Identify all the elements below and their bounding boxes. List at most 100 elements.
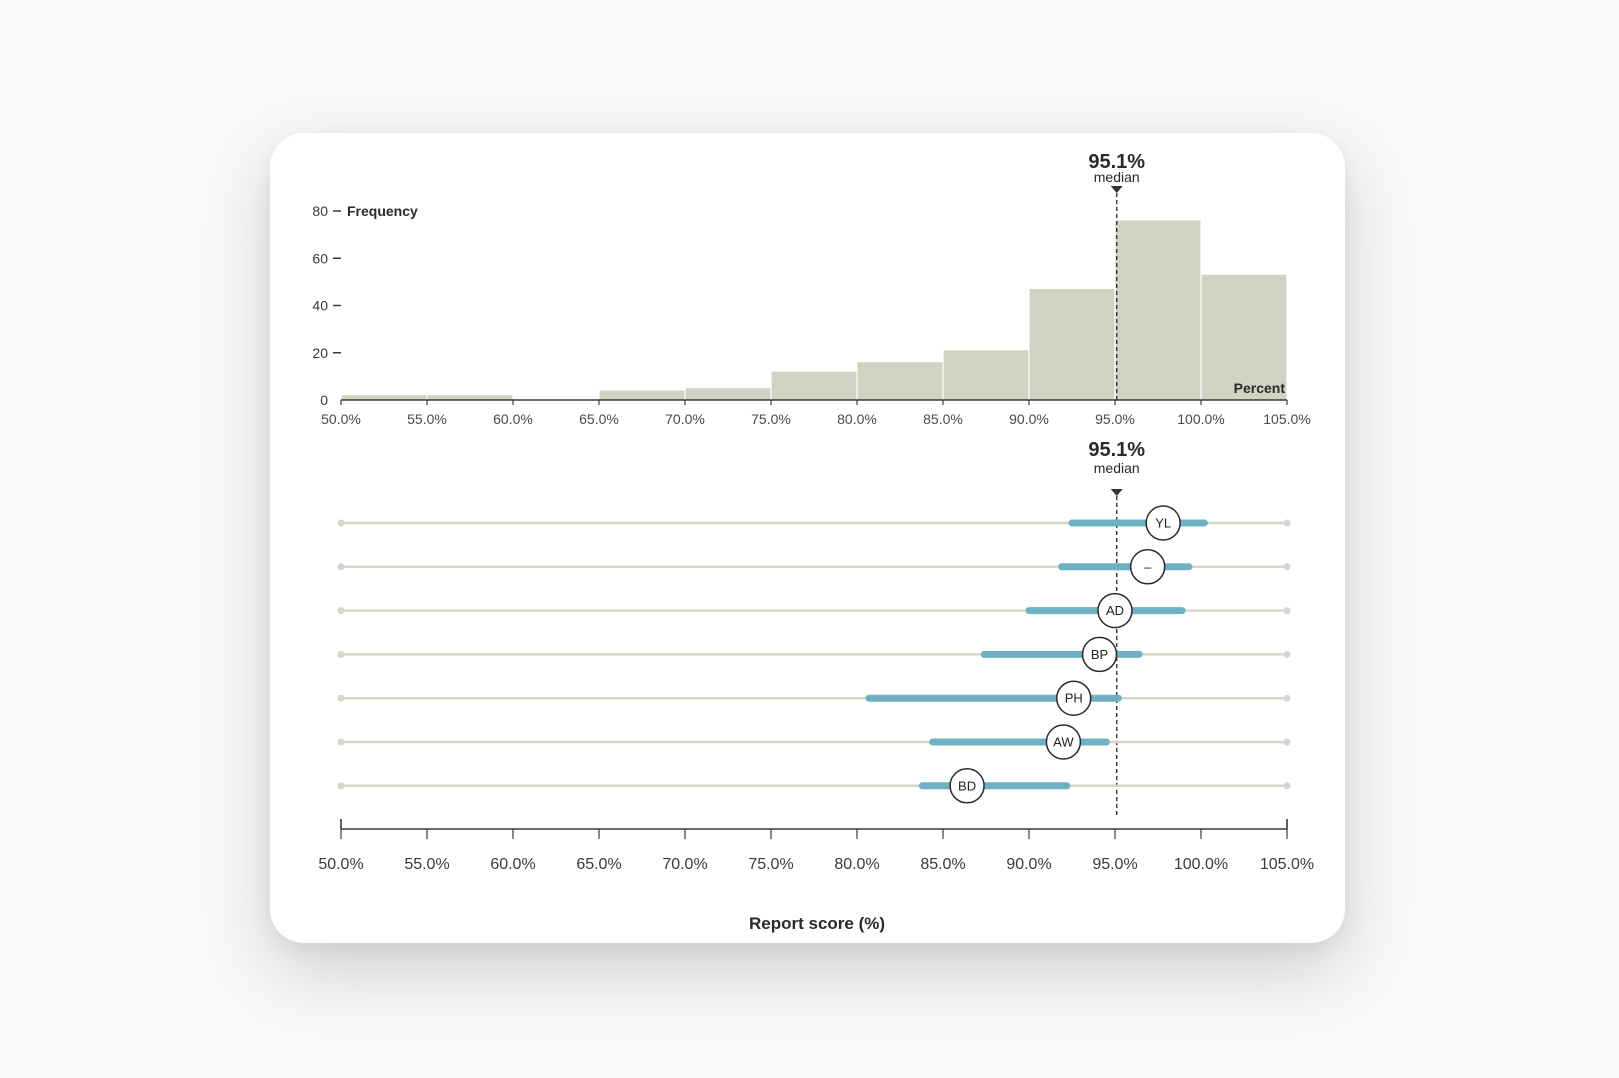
x-tick-label: 70.0%: [662, 856, 707, 873]
histogram-bar: [1029, 288, 1115, 400]
track-end-dot: [1283, 782, 1291, 790]
track-end-dot: [1283, 738, 1291, 746]
score-marker-label: BP: [1091, 647, 1108, 662]
range-row: [337, 650, 1291, 658]
range-median-marker: 95.1% median: [1088, 439, 1145, 816]
track-start-dot: [337, 650, 345, 658]
range-row: [337, 738, 1291, 746]
y-tick-label: 80: [312, 203, 328, 219]
score-marker-circle: [1055, 680, 1092, 716]
y-tick-label: 40: [312, 298, 328, 314]
range-median-label: median: [1094, 460, 1140, 476]
histogram-y-axis: 0 20 40 60 80: [312, 203, 341, 408]
x-tick-label: 105.0%: [1263, 411, 1310, 427]
track-start-dot: [337, 563, 345, 571]
histogram-bar: [599, 390, 685, 400]
range-row: [337, 782, 1291, 790]
x-tick-label: 65.0%: [579, 411, 619, 427]
score-marker-circle: [1081, 636, 1118, 673]
track-start-dot: [337, 694, 345, 702]
x-tick-label: 65.0%: [576, 856, 621, 873]
track-end-dot: [1283, 650, 1291, 658]
histogram-median-value: 95.1%: [1088, 151, 1145, 173]
x-tick-label: 95.0%: [1092, 856, 1137, 873]
range-x-axis: 50.0% 55.0% 60.0% 65.0% 70.0% 75.0% 80.0% 85.0%…: [318, 819, 1314, 873]
histogram-x-axis: 50.0% 55.0% 60.0% 65.0% 70.0% 75.0% 80.0% 85.0%…: [321, 399, 1311, 427]
x-tick-label: 55.0%: [407, 411, 447, 427]
y-tick-label: 60: [312, 250, 328, 266]
histogram-median-label: median: [1094, 169, 1140, 185]
x-tick-label: 80.0%: [834, 856, 879, 873]
x-tick-label: 50.0%: [321, 411, 361, 427]
histogram-median-marker: 95.1% median: [1088, 151, 1145, 400]
track-start-dot: [337, 738, 345, 746]
histogram-bar: [685, 388, 771, 400]
histogram-x-label: Percent: [1234, 380, 1286, 396]
score-marker-circle: [1045, 724, 1082, 760]
range-row: [337, 563, 1291, 571]
score-marker-label: AW: [1053, 735, 1074, 750]
range-x-label: Report score (%): [749, 914, 885, 933]
score-marker-label: PH: [1065, 691, 1083, 706]
histogram-bar: [341, 395, 427, 400]
range-row: [337, 519, 1291, 527]
x-tick-label: 55.0%: [404, 856, 449, 873]
histogram-bars: [341, 220, 1287, 400]
score-marker: AD: [1097, 592, 1133, 629]
chart-card: 0 20 40 60 80 50.0% 55.0% 60.0% 65.0% 70.0% 75.0%…: [270, 133, 1345, 943]
histogram-bar: [427, 395, 513, 400]
range-median-value: 95.1%: [1088, 439, 1145, 461]
score-marker-label: BD: [958, 778, 976, 793]
x-tick-label: 75.0%: [751, 411, 791, 427]
track-start-dot: [337, 519, 345, 527]
x-tick-label: 90.0%: [1009, 411, 1049, 427]
track-end-dot: [1283, 519, 1291, 527]
median-arrow-icon: [1110, 489, 1123, 496]
score-marker: BD: [949, 768, 985, 804]
histogram-bar: [1115, 220, 1201, 400]
track-start-dot: [337, 607, 345, 615]
score-marker-label: YL: [1155, 516, 1171, 531]
score-marker: PH: [1055, 680, 1092, 716]
score-marker-label: –: [1144, 559, 1152, 574]
score-marker-circle: [1097, 592, 1133, 629]
x-tick-label: 105.0%: [1260, 856, 1314, 873]
score-marker: –: [1129, 549, 1166, 585]
score-marker: AW: [1045, 724, 1082, 760]
range-row: [337, 694, 1291, 702]
x-tick-label: 60.0%: [493, 411, 533, 427]
histogram-bar: [771, 371, 857, 400]
x-tick-label: 100.0%: [1174, 856, 1228, 873]
y-tick-label: 20: [312, 345, 328, 361]
x-tick-label: 80.0%: [837, 411, 877, 427]
range-chart: 95.1% median YL – AD BP PH AW BD 50.0% 55.0% 60.…: [318, 439, 1314, 933]
x-tick-label: 85.0%: [923, 411, 963, 427]
histogram-bar: [857, 362, 943, 400]
median-arrow-icon: [1110, 186, 1123, 193]
histogram-bar: [943, 350, 1029, 400]
x-tick-label: 75.0%: [748, 856, 793, 873]
score-marker-circle: [949, 768, 985, 804]
chart-canvas: 0 20 40 60 80 50.0% 55.0% 60.0% 65.0% 70.0% 75.0%…: [312, 151, 1314, 933]
x-tick-label: 95.0%: [1095, 411, 1135, 427]
x-tick-label: 90.0%: [1006, 856, 1051, 873]
score-marker-circle: [1145, 505, 1181, 541]
score-marker: BP: [1081, 636, 1118, 673]
x-tick-label: 60.0%: [490, 856, 535, 873]
track-end-dot: [1283, 694, 1291, 702]
histogram-chart: 0 20 40 60 80 50.0% 55.0% 60.0% 65.0% 70.0% 75.0%…: [312, 151, 1310, 427]
track-end-dot: [1283, 607, 1291, 615]
y-tick-label: 0: [320, 392, 328, 408]
x-tick-label: 100.0%: [1177, 411, 1224, 427]
range-row: [337, 607, 1291, 615]
x-tick-label: 70.0%: [665, 411, 705, 427]
x-tick-label: 85.0%: [920, 856, 965, 873]
x-tick-label: 50.0%: [318, 856, 363, 873]
range-rows: YL – AD BP PH AW BD: [337, 505, 1291, 804]
score-marker-label: AD: [1106, 603, 1124, 618]
track-end-dot: [1283, 563, 1291, 571]
score-marker: YL: [1145, 505, 1181, 541]
histogram-y-label: Frequency: [347, 203, 418, 219]
histogram-bar: [1201, 274, 1287, 400]
track-start-dot: [337, 782, 345, 790]
